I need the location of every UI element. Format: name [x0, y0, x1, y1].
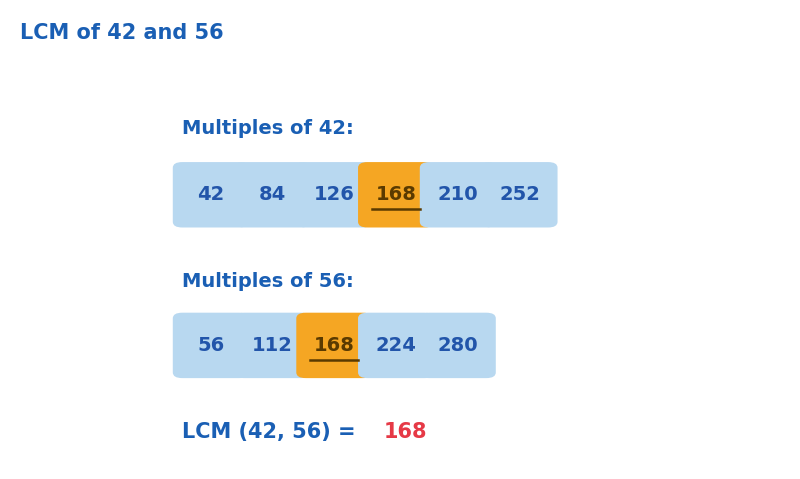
Text: LCM of 42 and 56: LCM of 42 and 56 — [20, 23, 224, 43]
Text: Multiples of 56:: Multiples of 56: — [182, 273, 354, 291]
FancyBboxPatch shape — [296, 162, 372, 228]
FancyBboxPatch shape — [234, 162, 310, 228]
Text: 280: 280 — [438, 336, 478, 355]
FancyBboxPatch shape — [420, 162, 496, 228]
Text: 168: 168 — [376, 185, 417, 204]
Text: LCM (42, 56) =: LCM (42, 56) = — [182, 422, 363, 443]
FancyBboxPatch shape — [358, 313, 434, 378]
FancyBboxPatch shape — [173, 313, 249, 378]
FancyBboxPatch shape — [296, 313, 372, 378]
FancyBboxPatch shape — [358, 162, 434, 228]
Text: 224: 224 — [376, 336, 417, 355]
FancyBboxPatch shape — [173, 162, 249, 228]
Text: 112: 112 — [252, 336, 293, 355]
Text: 42: 42 — [197, 185, 225, 204]
Text: 168: 168 — [314, 336, 354, 355]
FancyBboxPatch shape — [420, 313, 496, 378]
Text: 252: 252 — [499, 185, 540, 204]
FancyBboxPatch shape — [234, 313, 310, 378]
Text: 126: 126 — [314, 185, 354, 204]
Text: 84: 84 — [259, 185, 286, 204]
FancyBboxPatch shape — [482, 162, 558, 228]
Text: Multiples of 42:: Multiples of 42: — [182, 119, 354, 138]
Text: 168: 168 — [384, 422, 428, 443]
Text: 56: 56 — [197, 336, 225, 355]
Text: 210: 210 — [438, 185, 478, 204]
